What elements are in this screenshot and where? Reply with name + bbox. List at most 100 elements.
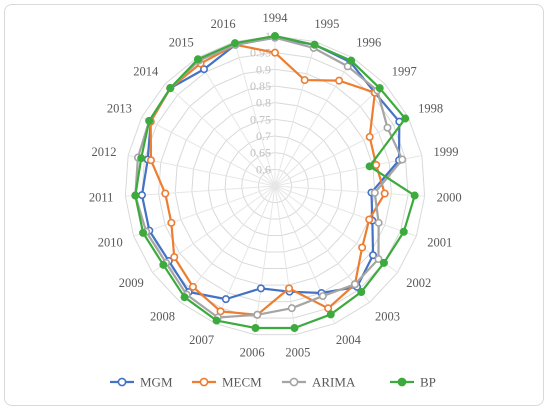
series-point-arima <box>398 155 407 164</box>
series-point-bp <box>159 260 168 269</box>
series-point-mecm <box>270 48 279 57</box>
category-label: 1999 <box>433 145 458 159</box>
series-point-mecm <box>300 76 309 85</box>
series-point-mecm <box>188 282 197 291</box>
grid-ring-0.65 <box>241 152 309 220</box>
series-point-bp <box>410 191 419 200</box>
legend-marker-mgm <box>117 377 127 387</box>
r-tick-label: 0.6 <box>256 162 271 176</box>
grid-ring-0.95 <box>141 52 409 319</box>
category-label: 2015 <box>169 35 194 49</box>
series-point-bp <box>166 84 175 93</box>
category-label: 2003 <box>375 309 400 323</box>
series-point-arima <box>383 123 392 132</box>
category-label: 1997 <box>392 64 417 78</box>
series-point-bp <box>230 39 239 48</box>
category-label: 2002 <box>406 276 431 290</box>
series-point-arima <box>370 188 379 197</box>
grid-ring-1 <box>124 35 426 336</box>
grid-spoke <box>274 185 425 197</box>
r-tick-label: 0.85 <box>250 79 271 93</box>
series-point-arima <box>318 292 327 301</box>
grid-spoke <box>274 185 417 237</box>
series-point-mecm <box>358 243 367 252</box>
category-label: 2004 <box>336 333 362 347</box>
series-point-mecm <box>146 156 155 165</box>
series-point-mgm <box>221 295 230 304</box>
category-label: 2006 <box>240 345 265 359</box>
grid-spoke <box>141 116 276 187</box>
category-label: 2011 <box>89 190 114 204</box>
series-point-bp <box>379 258 388 267</box>
series-point-mecm <box>161 189 170 198</box>
legend-label-arima: ARIMA <box>312 375 356 390</box>
category-label: 1996 <box>356 35 381 49</box>
category-label: 2001 <box>427 235 452 249</box>
series-point-mgm <box>369 251 378 260</box>
legend-marker-bp <box>397 377 407 387</box>
grid-ring-0.85 <box>174 85 376 286</box>
series-point-mecm <box>335 76 344 85</box>
series-point-mgm <box>137 191 146 200</box>
series-point-mgm <box>256 284 265 293</box>
r-tick-label: 0.9 <box>256 62 271 76</box>
grid-spoke <box>254 185 276 335</box>
series-point-arima <box>287 304 296 313</box>
series-point-arima <box>343 62 352 71</box>
series-point-bp <box>290 323 299 332</box>
series-point-bp <box>131 191 140 200</box>
series-point-bp <box>347 56 356 65</box>
series-point-bp <box>137 154 146 163</box>
category-label: 1998 <box>418 102 443 116</box>
category-label: 2014 <box>133 64 159 78</box>
grid-ring-0.9 <box>158 68 392 303</box>
r-tick-label: 0.7 <box>256 129 271 143</box>
series-point-mecm <box>285 284 294 293</box>
grid-spoke <box>274 185 336 324</box>
r-tick-label: 1 <box>265 29 271 43</box>
category-label: 2000 <box>437 190 462 204</box>
r-tick-label: 0.75 <box>250 112 271 126</box>
series-point-arima <box>253 310 262 319</box>
r-tick-label: 0.65 <box>250 146 271 160</box>
legend-marker-mecm <box>199 377 209 387</box>
grid-spoke <box>179 185 276 303</box>
category-label: 2010 <box>98 235 123 249</box>
series-point-bp <box>193 55 202 64</box>
grid-ring-0.7 <box>224 135 326 237</box>
grid-ring-0.6 <box>257 168 293 204</box>
series-point-bp <box>357 288 366 297</box>
series-point-bp <box>365 162 374 171</box>
series-point-mecm <box>365 132 374 141</box>
series-point-bp <box>212 316 221 325</box>
series-point-bp <box>180 293 189 302</box>
grid-spoke <box>165 83 276 187</box>
legend-label-bp: BP <box>420 375 436 390</box>
chart-frame <box>4 4 544 406</box>
series-point-mecm <box>372 160 381 169</box>
grid-spoke <box>196 57 276 187</box>
series-point-bp <box>310 40 319 49</box>
series-point-bp <box>326 310 335 319</box>
category-label: 1995 <box>314 17 339 31</box>
series-point-mecm <box>170 253 179 262</box>
category-label: 2007 <box>189 333 214 347</box>
series-point-bp <box>401 114 410 123</box>
series-point-mecm <box>167 218 176 227</box>
grid-spoke <box>274 41 316 187</box>
legend-label-mgm: MGM <box>140 375 173 390</box>
grid-spoke <box>274 83 385 187</box>
category-label: 2012 <box>92 145 117 159</box>
grid-ring-0.75 <box>207 118 343 253</box>
series-point-bp <box>375 84 384 93</box>
series-point-arima <box>374 255 383 264</box>
series-point-bp <box>270 31 279 40</box>
grid-spoke <box>234 41 276 187</box>
series-point-bp <box>251 323 260 332</box>
r-tick-label: 0.8 <box>256 96 271 110</box>
series-point-bp <box>145 116 154 125</box>
grid-ring-0.8 <box>191 102 359 270</box>
category-label: 2005 <box>285 345 310 359</box>
series-point-bp <box>399 227 408 236</box>
